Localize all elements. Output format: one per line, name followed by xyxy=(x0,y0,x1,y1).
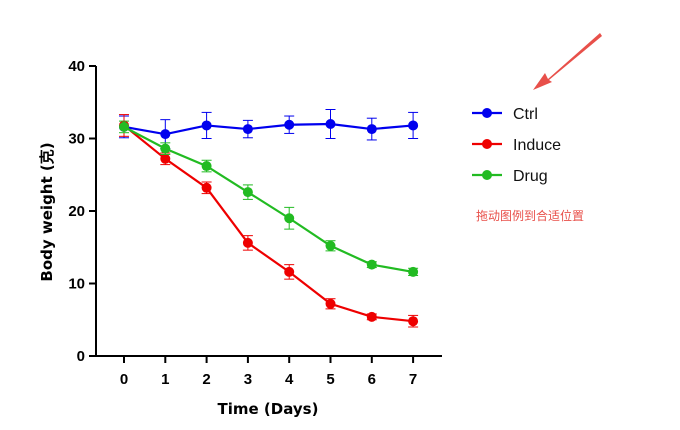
x-tick-label: 3 xyxy=(244,371,252,388)
arrow-icon xyxy=(533,33,602,90)
x-tick-label: 5 xyxy=(326,371,334,388)
ctrl-data-point xyxy=(284,119,295,130)
legend-item-ctrl[interactable]: Ctrl xyxy=(472,106,538,123)
ctrl-data-point xyxy=(325,119,336,129)
y-axis-title: Body weight (克) xyxy=(38,142,56,281)
legend[interactable]: Ctrl Induce Drug xyxy=(472,106,561,185)
legend-label: Induce xyxy=(513,137,561,154)
drug-data-point xyxy=(284,213,295,224)
ctrl-data-point xyxy=(242,124,253,135)
drug-line xyxy=(123,125,414,273)
induce-data-point xyxy=(325,298,336,309)
legend-item-induce[interactable]: Induce xyxy=(472,137,561,154)
x-tick-label: 0 xyxy=(120,371,128,388)
induce-data-point xyxy=(366,311,377,322)
axes: 0 10 20 30 40 0 1 2 3 4 5 6 7 Time (Days) Body weight … xyxy=(38,58,442,418)
drug-data-point xyxy=(242,187,253,198)
drug-data-point xyxy=(119,121,129,132)
x-axis-title: Time (Days) xyxy=(218,400,319,418)
drug-data-point xyxy=(408,266,419,277)
x-tick-label: 7 xyxy=(409,371,417,388)
induce-data-point xyxy=(408,316,419,327)
ctrl-data-point xyxy=(408,120,419,131)
drug-data-point xyxy=(160,143,171,154)
legend-swatch-marker xyxy=(482,108,492,118)
drug-data-point xyxy=(201,161,212,172)
y-tick-label: 30 xyxy=(68,131,85,148)
drug-data-point xyxy=(366,259,377,270)
annotation-text: 拖动图例到合适位置 xyxy=(476,209,585,223)
legend-swatch-marker xyxy=(482,139,492,149)
induce-data-point xyxy=(284,266,295,277)
y-tick-label: 20 xyxy=(68,203,85,220)
y-tick-label: 10 xyxy=(68,276,85,293)
x-tick-label: 4 xyxy=(285,371,294,388)
y-tick-label: 0 xyxy=(77,348,85,365)
legend-label: Ctrl xyxy=(513,106,538,123)
plot-area xyxy=(119,109,419,328)
ctrl-data-point xyxy=(366,124,377,135)
induce-line xyxy=(123,124,414,323)
ctrl-data-point xyxy=(160,129,171,140)
induce-data-point xyxy=(201,182,212,193)
ctrl-data-point xyxy=(201,120,212,131)
series-drug xyxy=(119,120,419,277)
x-tick-label: 6 xyxy=(368,371,376,388)
legend-swatch-marker xyxy=(482,170,492,180)
ctrl-line xyxy=(123,122,414,136)
drug-data-point xyxy=(325,240,336,251)
x-tick-label: 2 xyxy=(202,371,210,388)
annotation-arrow xyxy=(533,33,602,90)
legend-label: Drug xyxy=(513,168,548,185)
y-tick-label: 40 xyxy=(68,58,85,75)
induce-data-point xyxy=(242,237,253,248)
x-tick-label: 1 xyxy=(161,371,169,388)
legend-item-drug[interactable]: Drug xyxy=(472,168,548,185)
induce-data-point xyxy=(160,153,171,164)
